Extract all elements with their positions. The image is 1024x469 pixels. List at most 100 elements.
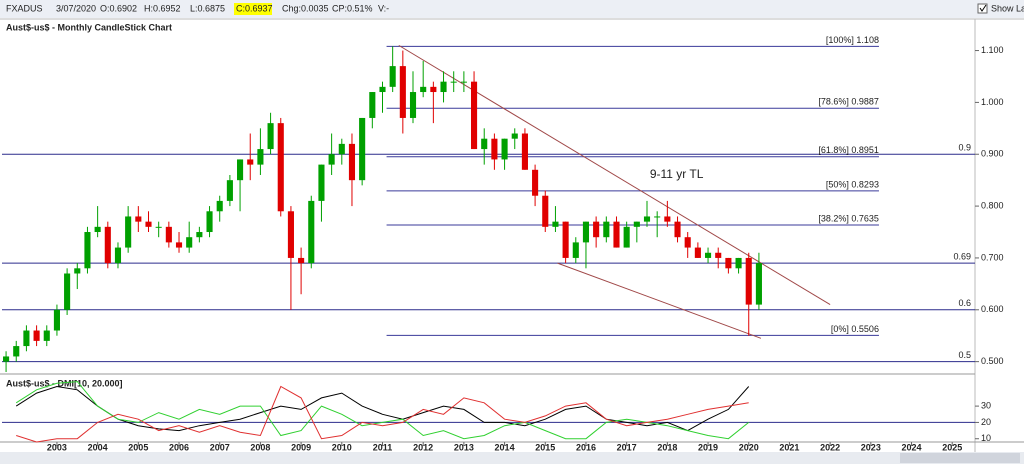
- checkbox[interactable]: [977, 3, 988, 14]
- x-tick-label: 2020: [739, 442, 759, 452]
- candle-body: [125, 216, 132, 248]
- candle-body: [13, 346, 20, 357]
- trend-line: [557, 262, 762, 339]
- scroll-buttons[interactable]: [900, 453, 1020, 463]
- x-tick-label: 2008: [250, 442, 270, 452]
- candle-body: [735, 257, 742, 269]
- fib-label: [38.2%] 0.7635: [818, 213, 879, 223]
- dmi-line: [15, 385, 750, 432]
- candle-body: [674, 221, 681, 238]
- candle-body: [267, 123, 274, 150]
- y-tick-label: 1.000: [981, 97, 1004, 107]
- candle-body: [715, 252, 722, 258]
- candle-body: [237, 159, 244, 181]
- candle-body: [277, 123, 284, 212]
- fib-label: [100%] 1.108: [826, 35, 879, 45]
- trend-line: [398, 44, 831, 306]
- candle-body: [409, 92, 417, 118]
- candle-body: [33, 330, 40, 341]
- x-tick-label: 2019: [698, 442, 718, 452]
- candle-body: [501, 138, 508, 160]
- level-label: 0.9: [958, 143, 971, 153]
- candle-body: [206, 211, 213, 233]
- scrollbar[interactable]: [0, 452, 1024, 464]
- candle-body: [175, 242, 183, 248]
- check: [979, 4, 987, 12]
- candle-body: [308, 200, 315, 264]
- candle-body: [664, 216, 671, 222]
- x-tick-label: 2004: [88, 442, 108, 452]
- candle-body: [481, 138, 488, 150]
- candle-body: [186, 237, 193, 248]
- candle-body: [440, 81, 447, 93]
- candle-body: [3, 356, 10, 362]
- candle-body: [155, 226, 162, 228]
- candle-body: [623, 226, 630, 248]
- candle-body: [460, 81, 467, 83]
- candle-body: [64, 273, 71, 310]
- candle-body: [287, 211, 294, 258]
- y-tick-label: 1.100: [981, 45, 1004, 55]
- x-tick-label: 2005: [128, 442, 148, 452]
- chart-title: Aust$-us$ - Monthly CandleStick Chart: [6, 22, 172, 32]
- volume: V:-: [378, 3, 389, 13]
- candle-body: [654, 216, 661, 218]
- candle-body: [348, 143, 356, 181]
- annotation: 9-11 yr TL: [650, 167, 704, 181]
- candle-body: [369, 92, 376, 118]
- close: C:0.6937: [236, 3, 273, 13]
- candle-body: [725, 257, 732, 269]
- fib-label: [78.6%] 0.9887: [818, 97, 879, 107]
- candle-body: [603, 221, 610, 238]
- candle-body: [613, 221, 620, 248]
- show-last[interactable]: Show Last: [991, 3, 1024, 13]
- y-tick-label: 0.800: [981, 200, 1004, 210]
- y-tick-label: 0.600: [981, 304, 1004, 314]
- candle-body: [532, 169, 539, 196]
- candle-body: [216, 200, 223, 212]
- candle-body: [114, 247, 122, 264]
- candle-body: [104, 226, 111, 264]
- high: H:0.6952: [144, 3, 181, 13]
- candle-body: [593, 221, 600, 238]
- date: 3/07/2020: [56, 3, 96, 13]
- y-tick-label: 0.700: [981, 252, 1004, 262]
- level-label: 0.69: [953, 251, 971, 261]
- dmi-line: [16, 385, 749, 443]
- candle-body: [755, 263, 762, 305]
- open: O:0.6902: [100, 3, 137, 13]
- candle-body: [359, 117, 366, 181]
- candle-body: [582, 221, 590, 243]
- y-tick-label: 0.500: [981, 356, 1004, 366]
- x-tick-label: 2003: [47, 442, 67, 452]
- x-tick-label: 2023: [861, 442, 881, 452]
- candle-body: [491, 138, 498, 160]
- candle-body: [694, 247, 701, 258]
- candle-body: [420, 86, 427, 93]
- x-tick-label: 2021: [779, 442, 799, 452]
- dmi-line: [15, 381, 750, 440]
- candle-body: [53, 309, 60, 331]
- level-label: 0.6: [958, 298, 971, 308]
- candle-body: [145, 221, 152, 227]
- candle-body: [521, 133, 528, 170]
- candle-body: [165, 226, 172, 243]
- candle-body: [542, 195, 549, 227]
- candle-body: [643, 216, 651, 222]
- y-tick-label: 20: [981, 417, 991, 427]
- candle-body: [511, 133, 518, 139]
- x-tick-label: 2010: [332, 442, 352, 452]
- candle-body: [196, 232, 203, 238]
- y-tick-label: 30: [981, 400, 991, 410]
- low: L:0.6875: [190, 3, 225, 13]
- x-tick-label: 2007: [210, 442, 230, 452]
- candle-body: [552, 221, 559, 227]
- candle-body: [226, 180, 233, 201]
- x-tick-label: 2016: [576, 442, 596, 452]
- x-tick-label: 2009: [291, 442, 311, 452]
- change: Chg:0.0035: [282, 3, 329, 13]
- candle-body: [704, 252, 712, 258]
- candle-body: [471, 81, 478, 150]
